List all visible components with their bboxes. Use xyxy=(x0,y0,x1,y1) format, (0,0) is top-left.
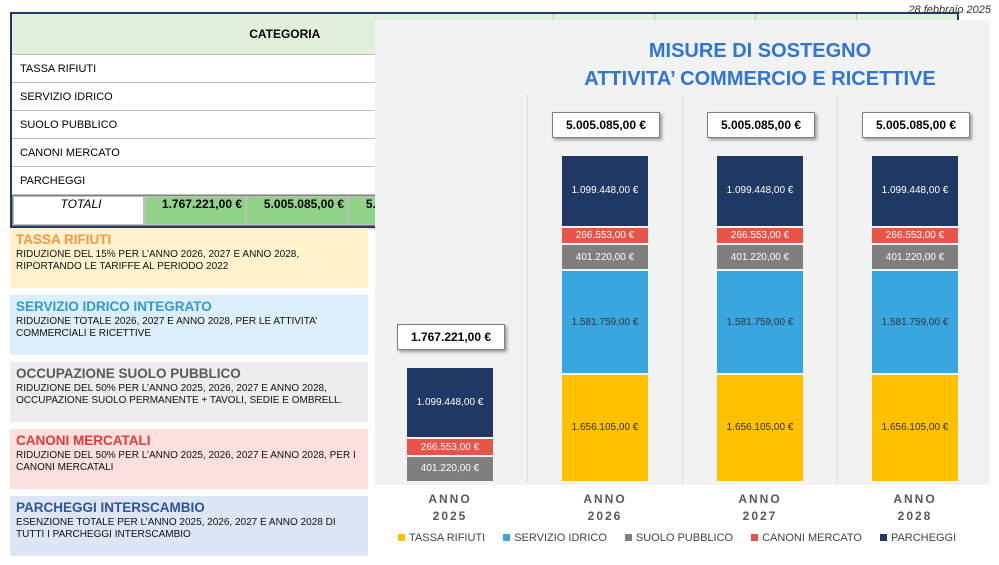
bar-segment: 266.553,00 € xyxy=(407,439,493,455)
total-label: 5.005.085,00 € xyxy=(720,118,802,132)
total-box: 5.005.085,00 € xyxy=(552,112,660,138)
category-label: ANNO 2028 xyxy=(865,491,965,525)
bar-segment: 1.656.105,00 € xyxy=(717,374,803,481)
value-label: 401.220,00 € xyxy=(420,463,480,475)
bar-segment: 266.553,00 € xyxy=(562,227,648,244)
category-text: ANNO 2027 xyxy=(738,492,782,523)
legend-item: TASSA RIFIUTI xyxy=(398,532,485,544)
bar-segment: 1.099.448,00 € xyxy=(562,156,648,226)
legend-item: SUOLO PUBBLICO xyxy=(624,532,734,544)
value-label: 1.099.448,00 € xyxy=(571,185,639,197)
bar-segment: 401.220,00 € xyxy=(872,245,958,270)
note-text: RIDUZIONE TOTALE 2026, 2027 E ANNO 2028,… xyxy=(16,316,317,339)
legend-swatch xyxy=(751,534,759,541)
category-label: ANNO 2026 xyxy=(555,491,655,525)
value-label: 266.553,00 € xyxy=(885,230,945,242)
note-title: TASSA RIFIUTI xyxy=(16,232,112,247)
bar-segment: 401.220,00 € xyxy=(562,245,648,270)
column-separator xyxy=(527,95,528,483)
bar-segment: 401.220,00 € xyxy=(407,456,493,481)
note-title: SERVIZIO IDRICO INTEGRATO xyxy=(16,299,212,314)
note-box: TASSA RIFIUTI RIDUZIONE DEL 15% PER L’ANN… xyxy=(10,228,368,288)
bar-segment: 1.581.759,00 € xyxy=(872,271,958,373)
total-cell: 1.767.221,00 € xyxy=(144,196,246,225)
column-separator xyxy=(837,95,838,483)
value-label: 266.553,00 € xyxy=(730,230,790,242)
bar-segment: 1.656.105,00 € xyxy=(872,374,958,481)
note-text: RIDUZIONE DEL 50% PER L’ANNO 2025, 2026,… xyxy=(16,383,343,406)
value-label: 401.220,00 € xyxy=(885,251,945,263)
category-text: ANNO 2025 xyxy=(428,492,472,523)
note-title: CANONI MERCATALI xyxy=(16,433,151,448)
value-label: 1.581.759,00 € xyxy=(881,316,949,328)
note-box: PARCHEGGI INTERSCAMBIO ESENZIONE TOTALE P… xyxy=(10,496,368,556)
note-title: OCCUPAZIONE SUOLO PUBBLICO xyxy=(16,366,241,381)
chart-title: MISURE DI SOSTEGNO xyxy=(648,40,872,62)
bar-segment: 266.553,00 € xyxy=(717,227,803,244)
bar-segment: 1.581.759,00 € xyxy=(562,271,648,373)
total-cell: 5.005.085,00 € xyxy=(246,196,348,225)
total-box: 1.767.221,00 € xyxy=(397,323,505,350)
total-box: 5.005.085,00 € xyxy=(707,112,815,138)
bar-segment: 1.099.448,00 € xyxy=(717,156,803,226)
legend-swatch xyxy=(879,534,887,541)
value-label: 266.553,00 € xyxy=(575,230,635,242)
header-text: CATEGORIA xyxy=(249,27,321,41)
note-title: PARCHEGGI INTERSCAMBIO xyxy=(16,500,205,515)
value-label: 401.220,00 € xyxy=(575,251,635,263)
bar-segment: 1.099.448,00 € xyxy=(872,156,958,226)
value-label: 1.656.105,00 € xyxy=(881,422,949,434)
value-label: 1.099.448,00 € xyxy=(726,185,794,197)
legend-swatch xyxy=(503,534,511,541)
value-label: 1.581.759,00 € xyxy=(571,316,639,328)
category-label: ANNO 2025 xyxy=(400,491,500,525)
total-label: 5.005.085,00 € xyxy=(875,118,957,132)
legend: TASSA RIFIUTI SERVIZIO IDRICO SUOLO PUBBLI… xyxy=(398,532,956,544)
category-text: ANNO 2028 xyxy=(893,492,937,523)
total-box: 5.005.085,00 € xyxy=(862,112,970,138)
chart-subtitle: ATTIVITA’ COMMERCIO E RICETTIVE xyxy=(584,68,936,90)
value-label: 1.656.105,00 € xyxy=(571,422,639,434)
category-text: ANNO 2026 xyxy=(583,492,627,523)
value-label: 1.099.448,00 € xyxy=(416,396,484,408)
bar-segment: 1.581.759,00 € xyxy=(717,271,803,373)
value-label: 401.220,00 € xyxy=(730,251,790,263)
value-label: 1.581.759,00 € xyxy=(726,316,794,328)
legend-label: SERVIZIO IDRICO xyxy=(514,532,607,544)
legend-swatch xyxy=(624,534,632,541)
legend-label: SUOLO PUBBLICO xyxy=(635,532,734,544)
value-label: 1.099.448,00 € xyxy=(881,185,949,197)
total-label: 5.005.085,00 € xyxy=(565,118,647,132)
legend-item: PARCHEGGI xyxy=(879,532,957,544)
legend-label: CANONI MERCATO xyxy=(762,532,862,544)
note-text: RIDUZIONE DEL 50% PER L’ANNO 2025, 2026,… xyxy=(16,450,356,473)
legend-swatch xyxy=(398,534,405,541)
value-label: 1.656.105,00 € xyxy=(726,422,794,434)
total-label: 1.767.221,00 € xyxy=(410,329,492,344)
bar-segment: 1.099.448,00 € xyxy=(407,367,493,438)
legend-item: CANONI MERCATO xyxy=(751,532,862,544)
total-cell: TOTALI xyxy=(13,196,144,225)
bar-segment: 266.553,00 € xyxy=(872,227,958,244)
bar-segment: 1.656.105,00 € xyxy=(562,374,648,481)
legend-label: TASSA RIFIUTI xyxy=(409,532,486,544)
category-label: ANNO 2027 xyxy=(710,491,810,525)
note-text: RIDUZIONE DEL 15% PER L’ANNO 2026, 2027 … xyxy=(16,249,300,272)
note-box: SERVIZIO IDRICO INTEGRATO RIDUZIONE TOTAL… xyxy=(10,295,368,355)
note-text: ESENZIONE TOTALE PER L’ANNO 2025, 2026, … xyxy=(16,517,336,540)
legend-item: SERVIZIO IDRICO xyxy=(503,532,607,544)
note-box: CANONI MERCATALI RIDUZIONE DEL 50% PER L’… xyxy=(10,429,368,489)
column-separator xyxy=(682,95,683,483)
legend-label: PARCHEGGI xyxy=(890,532,957,544)
value-label: 266.553,00 € xyxy=(420,441,480,453)
note-box: OCCUPAZIONE SUOLO PUBBLICO RIDUZIONE DEL … xyxy=(10,362,368,422)
bar-segment: 401.220,00 € xyxy=(717,245,803,270)
